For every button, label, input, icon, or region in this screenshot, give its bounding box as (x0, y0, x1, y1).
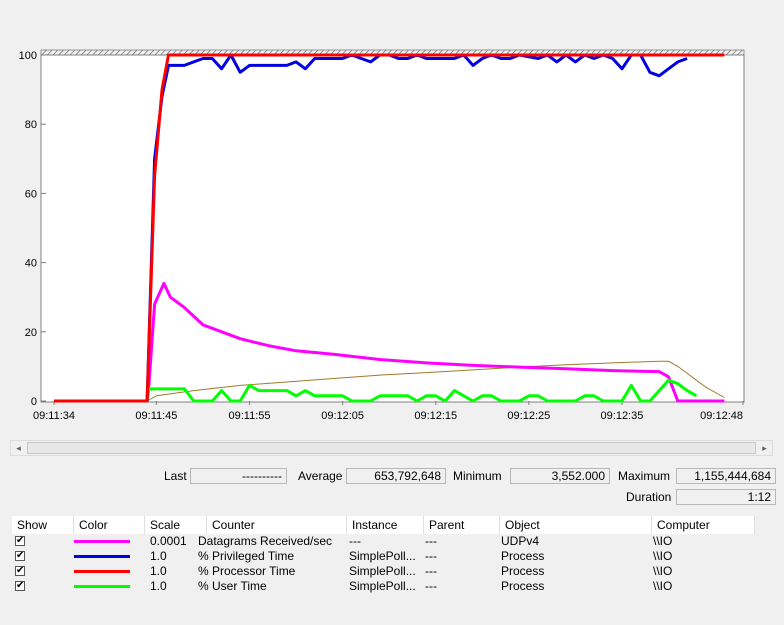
table-row[interactable]: ✔ 1.0 % Processor Time SimplePoll... --- Proc… (12, 564, 755, 579)
x-tick-label: 09:11:34 (33, 410, 75, 422)
counter-cell: % Processor Time (198, 564, 296, 578)
counter-cell: % Privileged Time (198, 549, 295, 563)
performance-chart[interactable]: 100 80 60 40 20 0 09:11:34 09:11:45 09:11:55 09:… (0, 0, 784, 440)
color-swatch (74, 585, 130, 588)
plot-area (40, 54, 745, 403)
table-row[interactable]: ✔ 1.0 % Privileged Time SimplePoll... --- Pro… (12, 549, 755, 564)
header-color[interactable]: Color (74, 516, 145, 534)
instance-cell: SimplePoll... (349, 579, 416, 593)
parent-cell: --- (425, 549, 437, 563)
minimum-value: 3,552.000 (510, 468, 610, 484)
computer-cell: \\IO (653, 564, 673, 578)
x-tick-label: 09:11:45 (135, 410, 177, 422)
y-tick-label: 100 (19, 50, 37, 62)
header-scale[interactable]: Scale (145, 516, 207, 534)
scroll-left-icon[interactable]: ◂ (16, 443, 21, 453)
show-checkbox[interactable]: ✔ (15, 535, 25, 546)
series-line-0 (54, 281, 725, 403)
header-instance[interactable]: Instance (347, 516, 424, 534)
x-tick-label: 09:11:55 (229, 410, 271, 422)
header-computer[interactable]: Computer (652, 516, 755, 534)
x-tick-label: 09:12:05 (321, 410, 364, 422)
color-swatch (74, 555, 130, 558)
object-cell: UDPv4 (501, 534, 540, 548)
counter-cell: Datagrams Received/sec (198, 534, 333, 548)
computer-cell: \\IO (653, 549, 673, 563)
y-tick-label: 60 (25, 188, 37, 200)
y-tick-label: 0 (31, 396, 37, 408)
y-tick-label: 40 (25, 258, 37, 270)
y-tick-label: 20 (25, 327, 37, 339)
show-checkbox[interactable]: ✔ (15, 565, 25, 576)
counter-table: Show Color Scale Counter Instance Parent… (12, 516, 755, 594)
parent-cell: --- (425, 564, 437, 578)
maximum-value: 1,155,444,684 (676, 468, 776, 484)
scale-cell: 1.0 (150, 579, 167, 593)
scale-cell: 1.0 (150, 549, 167, 563)
show-checkbox[interactable]: ✔ (15, 550, 25, 561)
x-tick-label: 09:12:25 (507, 410, 550, 422)
header-parent[interactable]: Parent (424, 516, 500, 534)
header-counter[interactable]: Counter (207, 516, 347, 534)
counter-cell: % User Time (198, 579, 267, 593)
last-label: Last (164, 469, 187, 483)
time-scrollbar[interactable]: ◂ ▸ (10, 440, 773, 456)
average-label: Average (298, 469, 343, 483)
object-cell: Process (501, 564, 545, 578)
computer-cell: \\IO (653, 579, 673, 593)
y-tick-label: 80 (25, 119, 37, 131)
parent-cell: --- (425, 534, 437, 548)
x-tick-label: 09:12:15 (414, 410, 457, 422)
scale-cell: 0.0001 (150, 534, 187, 548)
table-row[interactable]: ✔ 1.0 % User Time SimplePoll... --- Process \\… (12, 579, 755, 594)
average-value: 653,792,648 (346, 468, 446, 484)
scale-cell: 1.0 (150, 564, 167, 578)
table-row[interactable]: ✔ 0.0001 Datagrams Received/sec --- --- UDPv4… (12, 534, 755, 549)
table-header: Show Color Scale Counter Instance Parent… (12, 516, 755, 534)
duration-label: Duration (626, 490, 672, 504)
computer-cell: \\IO (653, 534, 673, 548)
color-swatch (74, 570, 130, 573)
x-tick-label: 09:12:48 (700, 410, 743, 422)
parent-cell: --- (425, 579, 437, 593)
x-tick-label: 09:12:35 (601, 410, 644, 422)
color-swatch (74, 540, 130, 543)
series-line-3 (54, 378, 698, 403)
object-cell: Process (501, 579, 545, 593)
scrollbar-thumb[interactable] (27, 442, 756, 454)
instance-cell: SimplePoll... (349, 564, 416, 578)
maximum-label: Maximum (618, 469, 671, 483)
object-cell: Process (501, 549, 545, 563)
minimum-label: Minimum (453, 469, 502, 483)
header-object[interactable]: Object (500, 516, 652, 534)
instance-cell: --- (349, 534, 361, 548)
header-show[interactable]: Show (12, 516, 74, 534)
duration-value: 1:12 (676, 489, 776, 505)
scroll-right-icon[interactable]: ▸ (762, 443, 767, 453)
show-checkbox[interactable]: ✔ (15, 580, 25, 591)
last-value: ---------- (190, 468, 287, 484)
series-line-2 (54, 53, 725, 403)
instance-cell: SimplePoll... (349, 549, 416, 563)
